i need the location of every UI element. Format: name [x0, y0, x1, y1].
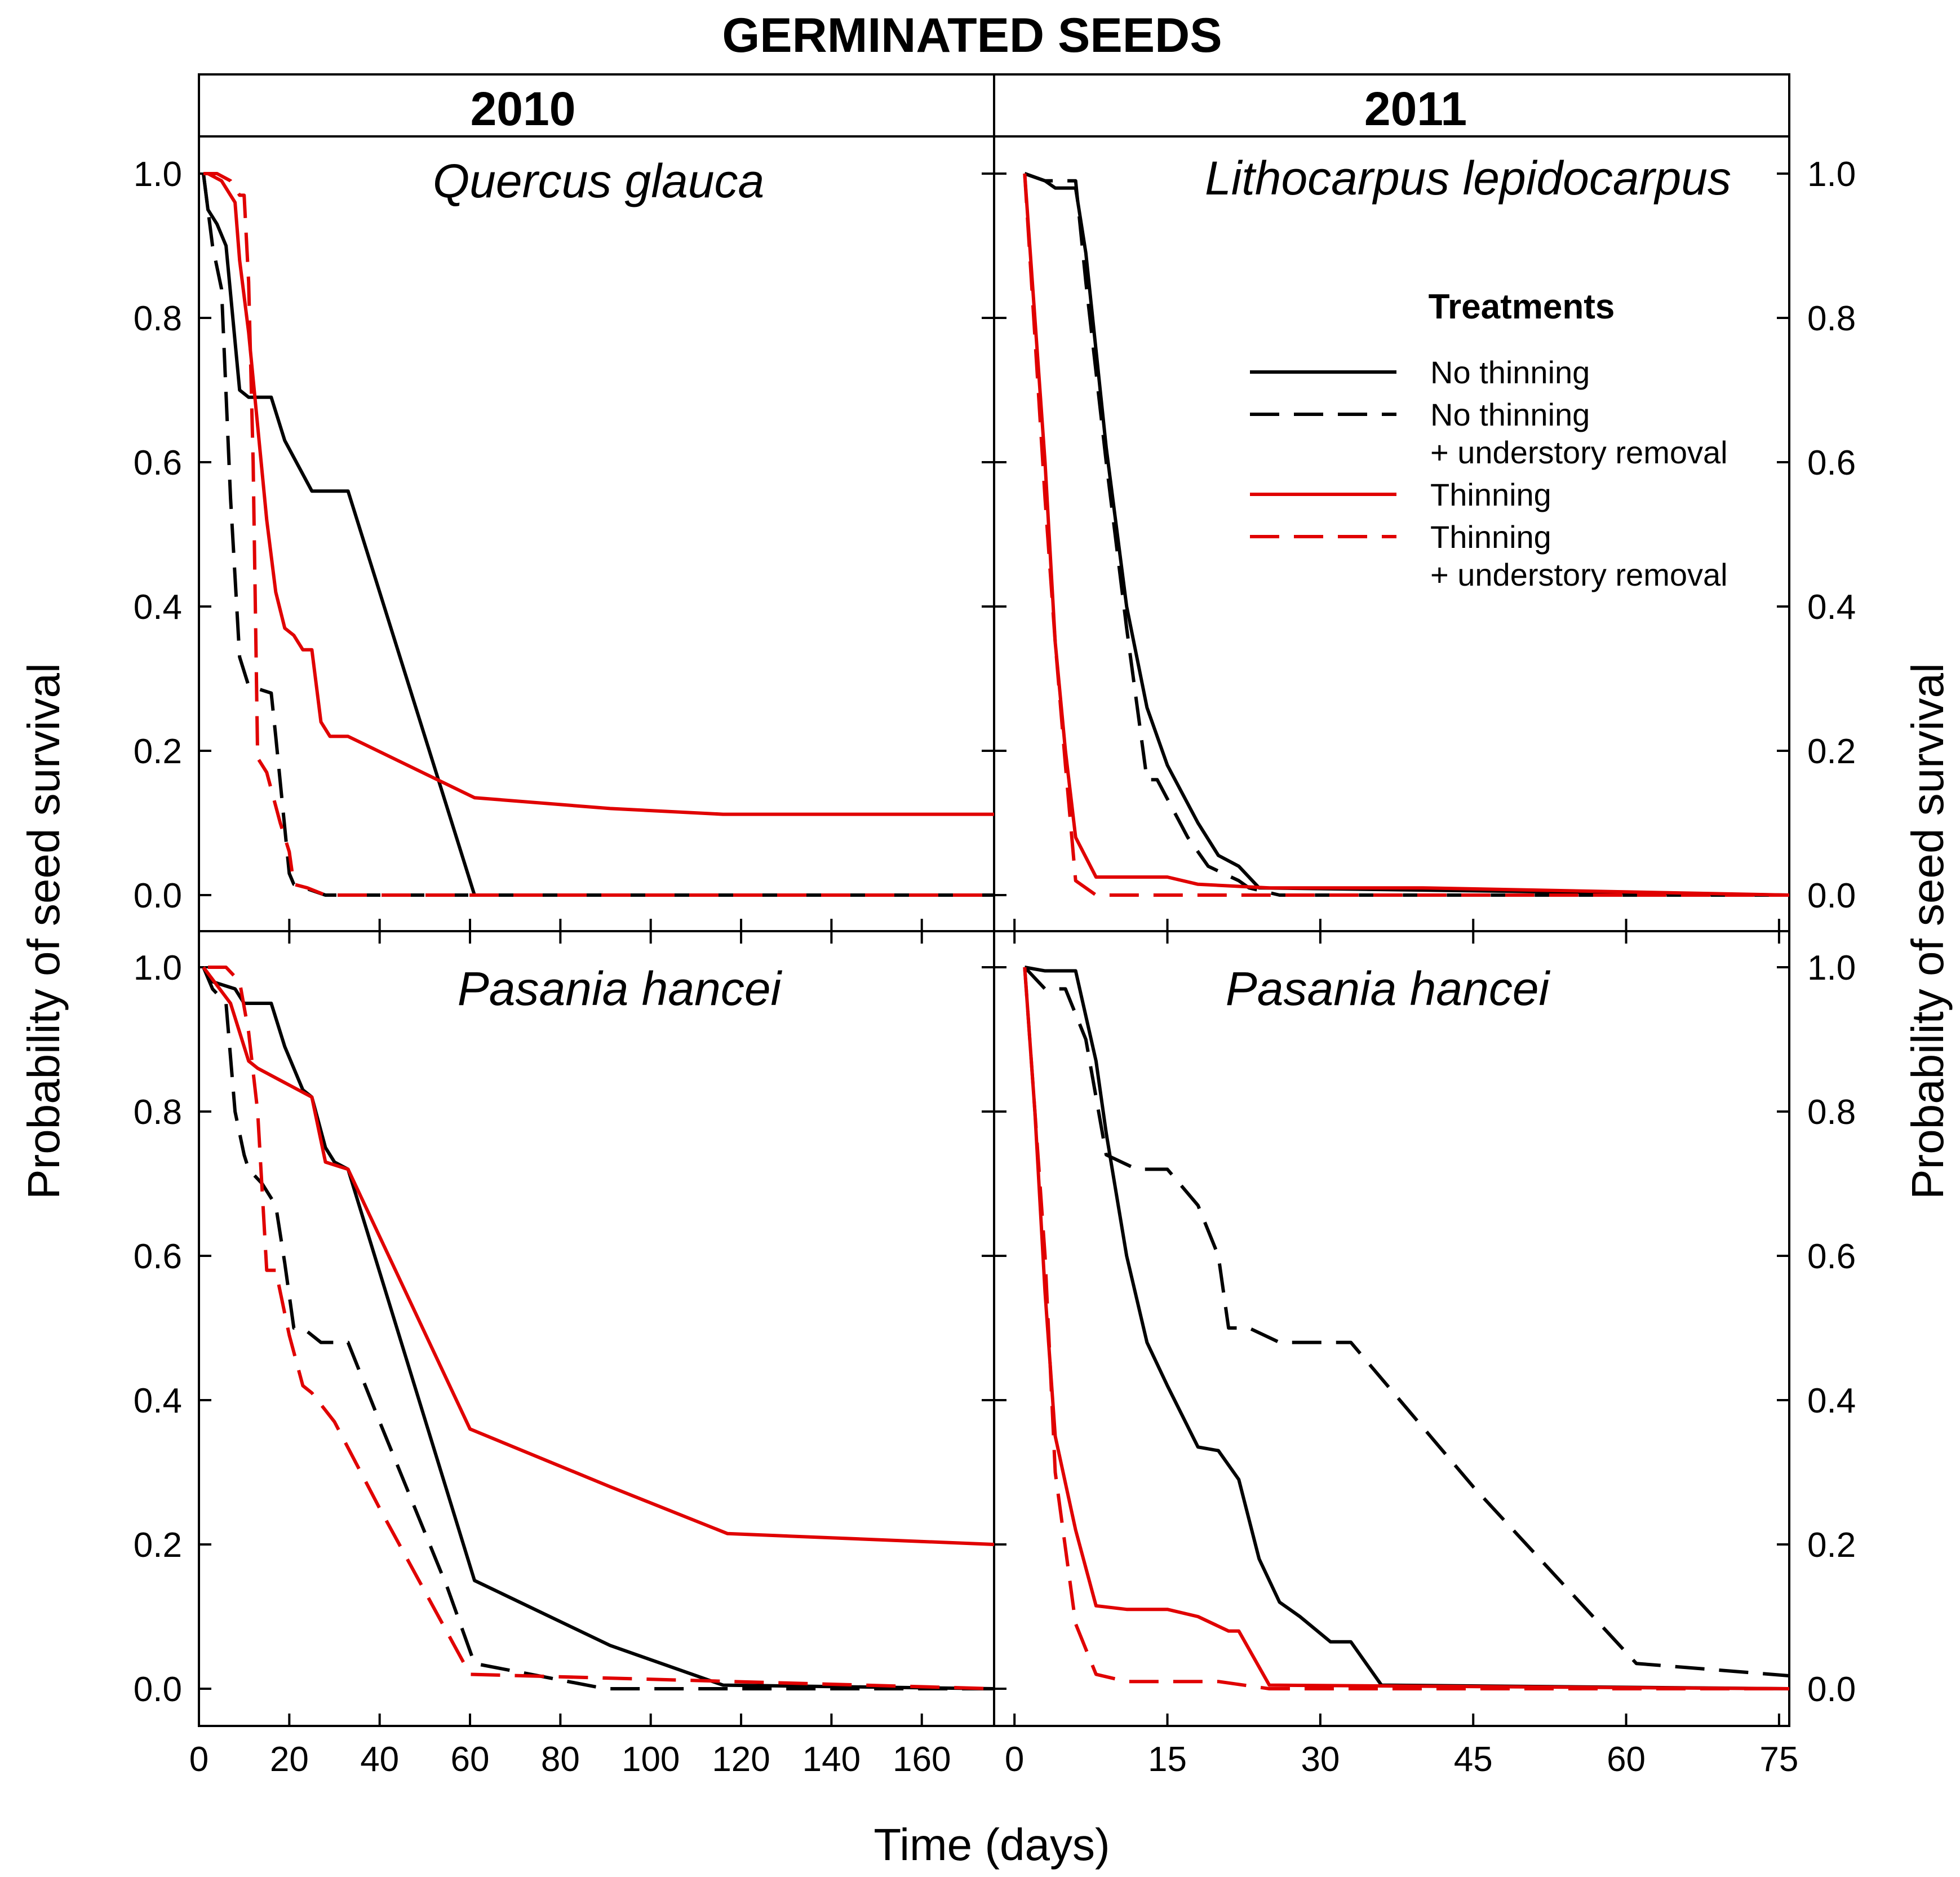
series-line-top-right-no-thinning: [1024, 172, 1789, 897]
strip-label-2011: 2011: [1364, 82, 1467, 135]
x-tick-label: 20: [270, 1740, 309, 1779]
x-tick-label: 60: [451, 1740, 490, 1779]
y-tick-label: 0.8: [1807, 299, 1856, 338]
x-tick-label: 140: [802, 1740, 861, 1779]
series-line-bottom-left-thinning: [202, 966, 994, 1546]
y-tick-label: 0.0: [134, 876, 182, 915]
y-tick-label: 1.0: [1807, 949, 1856, 988]
y-tick-label: 0.4: [134, 588, 182, 627]
y-tick-label: 0.0: [1807, 1670, 1856, 1709]
series-line-top-left-thinning-understory-removal: [203, 172, 994, 897]
x-tick-label: 15: [1148, 1740, 1187, 1779]
y-tick-label: 0.6: [134, 1237, 182, 1276]
y-tick-label: 0.8: [1807, 1093, 1856, 1132]
x-tick-label: 120: [712, 1740, 770, 1779]
series-line-top-right-thinning: [1023, 173, 1789, 897]
series-line-bottom-left-no-thinning-understory-removal: [202, 966, 994, 1690]
y-tick-label: 0.6: [134, 444, 182, 482]
panel-frame-bottom-right: [993, 930, 1790, 1727]
legend-label-no-thinning-understory-1: No thinning: [1430, 397, 1590, 432]
y-tick-label: 0.6: [1807, 444, 1856, 482]
series-line-bottom-left-thinning-understory-removal: [208, 966, 994, 1690]
y-tick-label: 1.0: [1807, 155, 1856, 194]
x-tick-label: 75: [1759, 1740, 1798, 1779]
figure-title: GERMINATED SEEDS: [722, 8, 1222, 63]
y-tick-label: 1.0: [134, 949, 182, 988]
y-tick-label: 0.0: [1807, 876, 1856, 915]
y-tick-label: 0.2: [1807, 732, 1856, 771]
y-tick-label: 0.8: [134, 1093, 182, 1132]
series-line-bottom-right-thinning: [1023, 967, 1789, 1690]
y-tick-label: 0.4: [1807, 1382, 1856, 1420]
x-tick-label: 160: [893, 1740, 951, 1779]
x-tick-label: 100: [622, 1740, 680, 1779]
ticks-layer: 0.00.20.40.60.81.00.00.20.40.60.81.00.00…: [134, 155, 1856, 1779]
strip-label-2010: 2010: [471, 82, 576, 135]
panel-title-top-right: Lithocarpus lepidocarpus: [1205, 152, 1731, 205]
x-tick-label: 80: [541, 1740, 580, 1779]
panel-title-bottom-left: Pasania hancei: [458, 962, 783, 1015]
x-tick-label: 0: [189, 1740, 209, 1779]
legend-label-thinning-understory-1: Thinning: [1430, 519, 1551, 555]
y-tick-label: 0.6: [1807, 1237, 1856, 1276]
y-tick-label: 0.2: [134, 732, 182, 771]
y-tick-label: 1.0: [134, 155, 182, 194]
series-layer: [202, 172, 1789, 1690]
series-line-top-left-no-thinning-understory-removal: [202, 173, 994, 897]
legend-label-no-thinning-understory-2: + understory removal: [1430, 435, 1728, 470]
series-line-bottom-right-no-thinning-understory-removal: [1023, 966, 1789, 1677]
legend-title: Treatments: [1429, 287, 1615, 326]
legend: Treatments No thinning No thinning + und…: [1250, 287, 1728, 592]
y-tick-label: 0.8: [134, 299, 182, 338]
series-line-top-left-thinning: [207, 172, 994, 816]
y-tick-label: 0.2: [1807, 1526, 1856, 1565]
panel-title-bottom-right: Pasania hancei: [1226, 962, 1551, 1015]
series-line-bottom-left-no-thinning: [202, 966, 994, 1690]
x-tick-label: 45: [1454, 1740, 1493, 1779]
panel-frame-top-left: [198, 135, 995, 932]
y-tick-label: 0.4: [1807, 588, 1856, 627]
y-axis-label-left: Probability of seed survival: [19, 663, 69, 1199]
x-tick-label: 0: [1005, 1740, 1024, 1779]
series-line-top-right-no-thinning-understory-removal: [1024, 172, 1789, 897]
y-tick-label: 0.2: [134, 1526, 182, 1565]
series-line-top-left-no-thinning: [202, 173, 994, 897]
x-axis-label: Time (days): [873, 1820, 1110, 1870]
y-tick-label: 0.4: [134, 1382, 182, 1420]
x-tick-label: 60: [1607, 1740, 1646, 1779]
series-line-bottom-right-no-thinning: [1024, 966, 1789, 1690]
x-tick-label: 40: [360, 1740, 399, 1779]
legend-label-thinning: Thinning: [1430, 477, 1551, 512]
panel-title-top-left: Quercus glauca: [433, 154, 764, 207]
series-line-top-right-thinning-understory-removal: [1023, 173, 1789, 897]
x-tick-label: 30: [1301, 1740, 1340, 1779]
legend-label-thinning-understory-2: + understory removal: [1430, 557, 1728, 592]
series-line-bottom-right-thinning-understory-removal: [1023, 967, 1789, 1690]
y-tick-label: 0.0: [134, 1670, 182, 1709]
panel-frame-bottom-left: [198, 930, 995, 1727]
y-axis-label-right: Probability of seed survival: [1903, 663, 1953, 1199]
legend-label-no-thinning: No thinning: [1430, 355, 1590, 390]
